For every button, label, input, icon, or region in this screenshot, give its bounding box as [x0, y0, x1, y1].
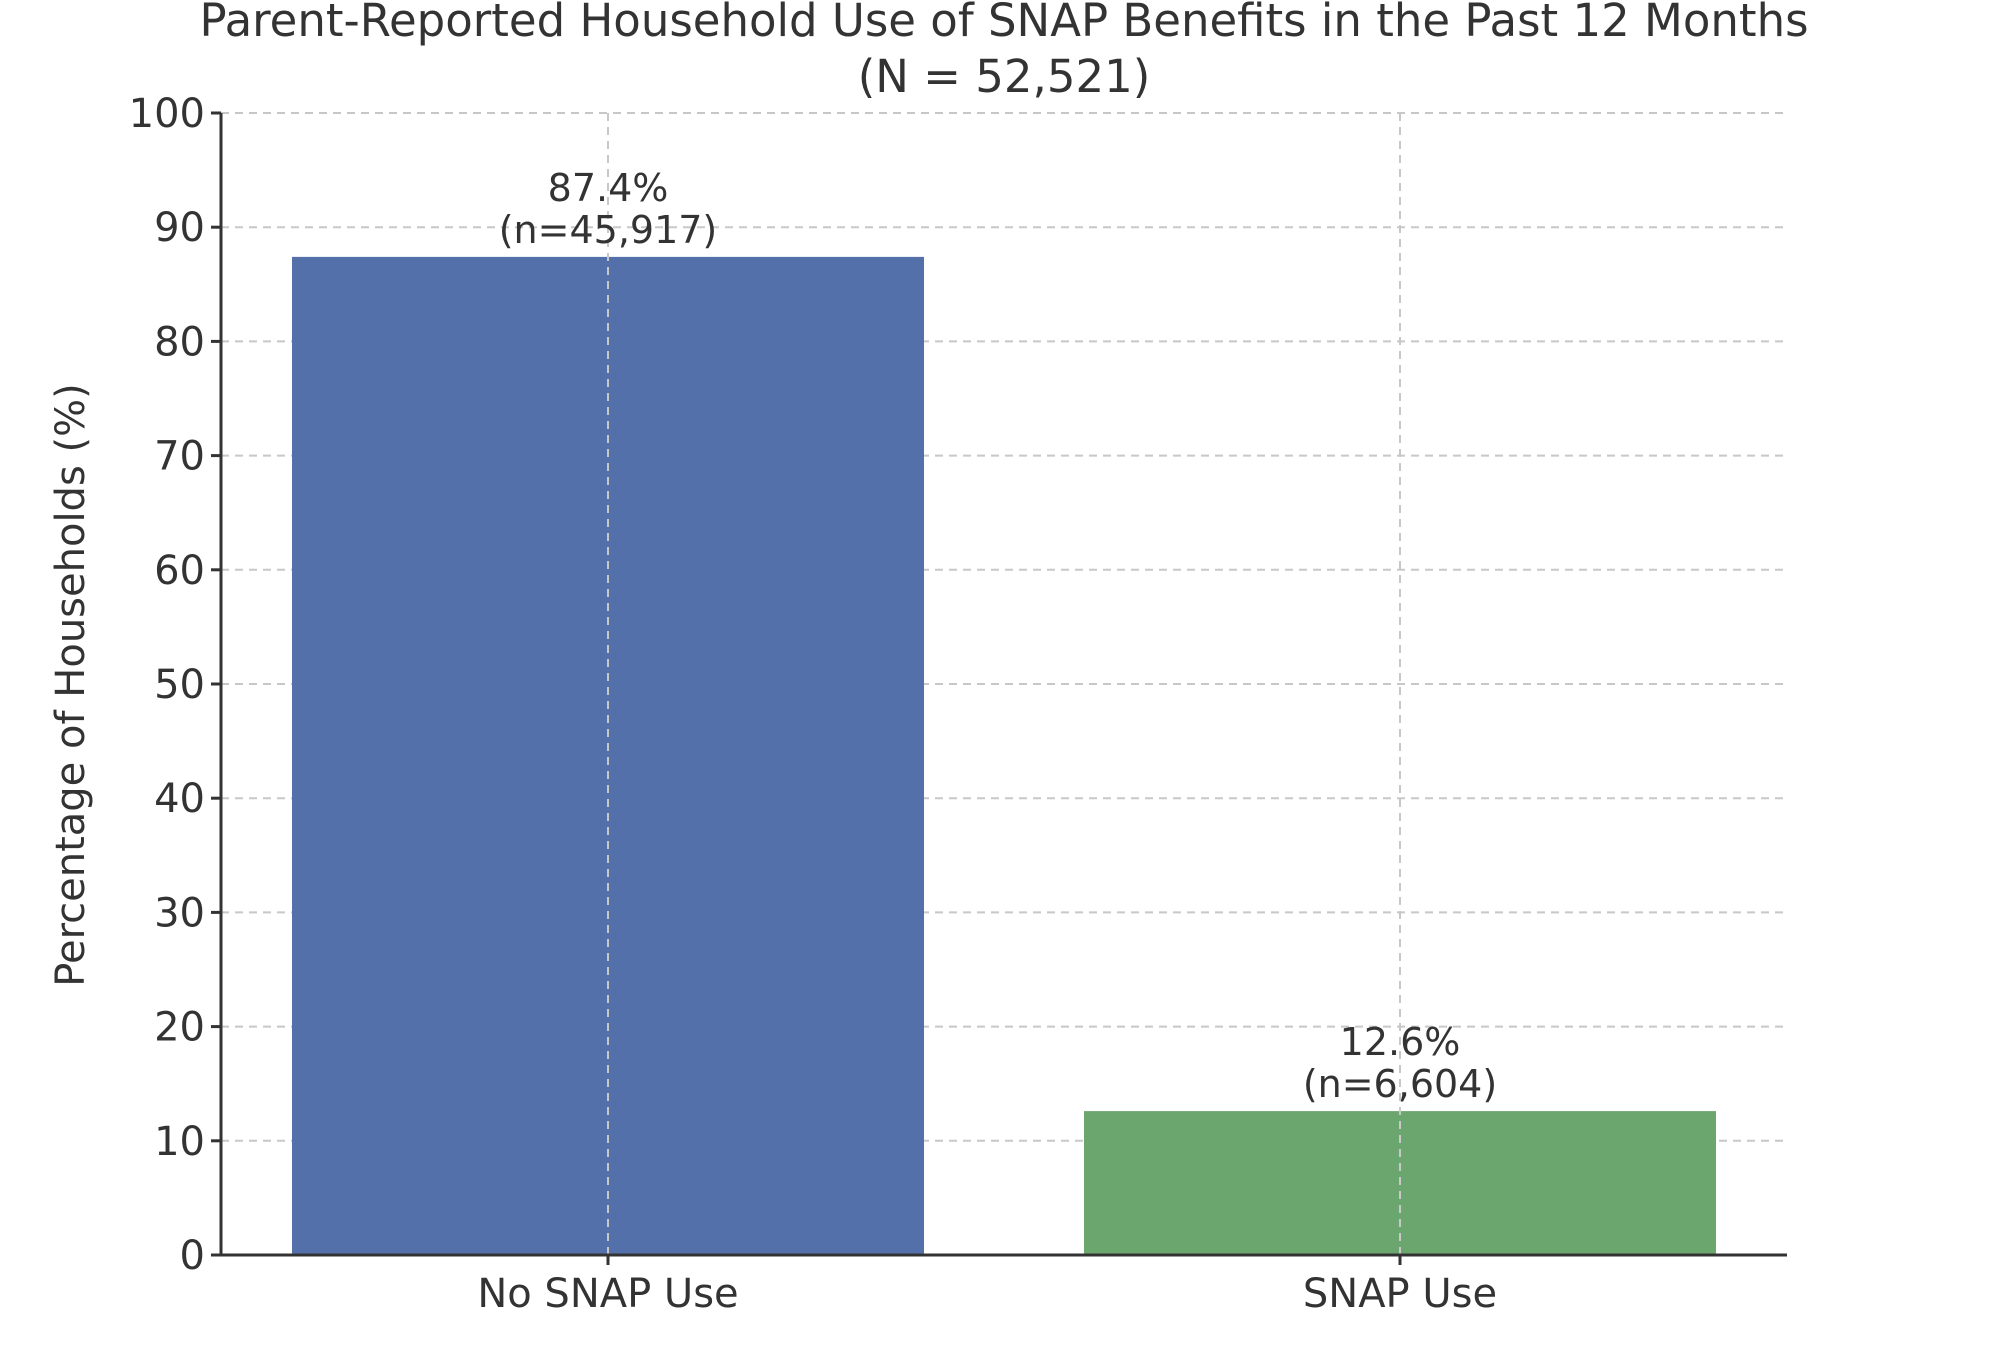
- x-tick-label: No SNAP Use: [477, 1271, 738, 1317]
- y-tick-label: 90: [154, 205, 205, 251]
- y-tick-label: 20: [154, 1005, 205, 1051]
- y-tick-label: 70: [154, 434, 205, 480]
- y-tick-label: 10: [154, 1119, 205, 1165]
- y-tick-label: 100: [129, 91, 205, 137]
- bar-count-label: (n=6,604): [1303, 1062, 1497, 1106]
- bar-layer: [292, 113, 1716, 1256]
- axis-layer: 0 10 20 30 40 50 60 70 80 90 100 No SNAP Use SNAP Us…: [129, 91, 1787, 1317]
- y-tick-label: 80: [154, 319, 205, 365]
- chart-subtitle: (N = 52,521): [858, 50, 1151, 103]
- bar-value-label: 87.4%: [548, 166, 669, 210]
- y-tick-label: 40: [154, 776, 205, 822]
- y-tick-label: 50: [154, 662, 205, 708]
- chart-title: Parent-Reported Household Use of SNAP Be…: [199, 0, 1808, 47]
- y-tick-label: 30: [154, 890, 205, 936]
- x-tick-label: SNAP Use: [1303, 1271, 1497, 1317]
- label-layer: 87.4%(n=45,917) 12.6%(n=6,604): [499, 166, 1497, 1106]
- y-tick-label: 60: [154, 548, 205, 594]
- y-axis-label: Percentage of Households (%): [48, 383, 94, 986]
- bar-count-label: (n=45,917): [499, 208, 718, 252]
- bar: [292, 256, 924, 1256]
- bar-value-label: 12.6%: [1340, 1020, 1461, 1064]
- y-tick-label: 0: [180, 1233, 205, 1279]
